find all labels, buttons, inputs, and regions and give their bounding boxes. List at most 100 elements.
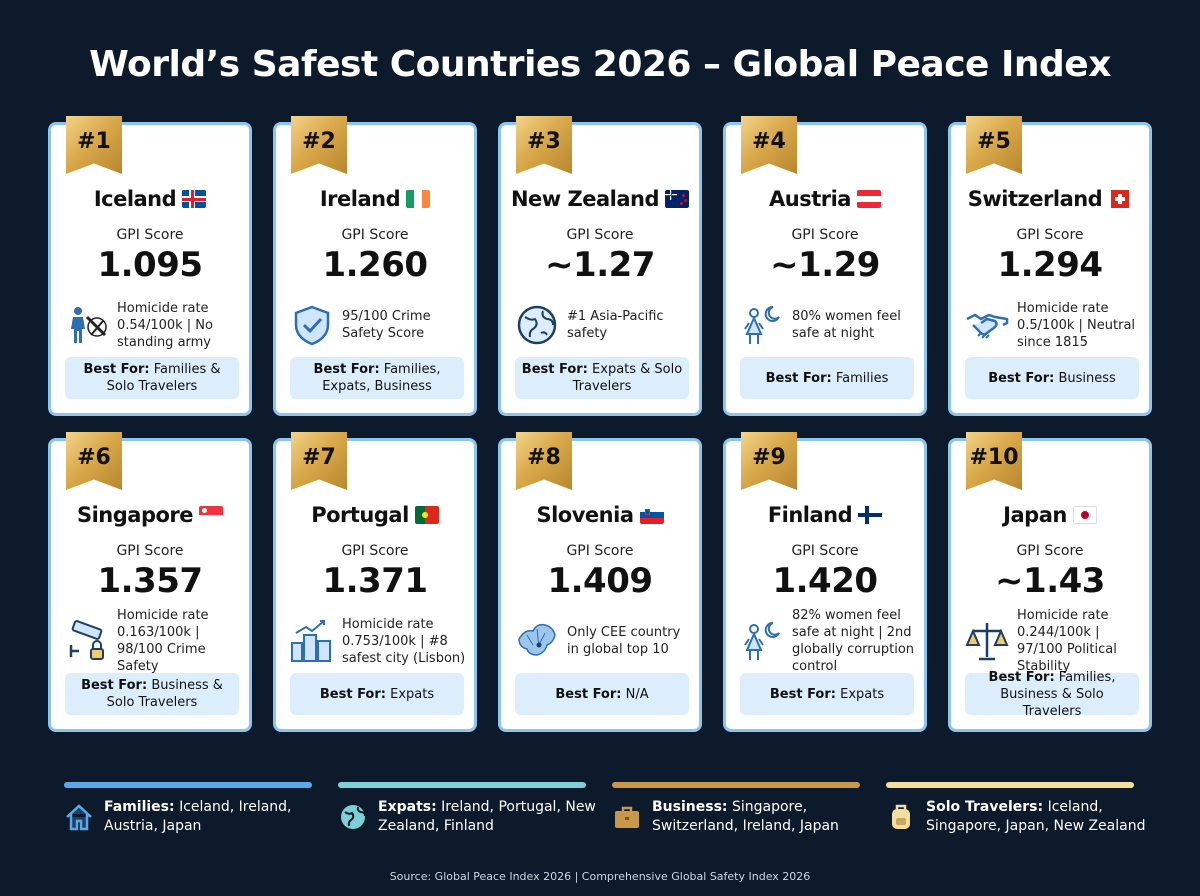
iceland-flag-icon <box>182 190 207 208</box>
gpi-score-label: GPI Score <box>791 227 859 243</box>
best-for-value: Families, Business & Solo Travelers <box>1000 669 1116 719</box>
legend-text: Expats: Ireland, Portugal, New Zealand, … <box>378 798 608 836</box>
city-growth-icon <box>290 619 334 663</box>
portugal-flag-icon <box>414 506 439 524</box>
legend-item: Business: Singapore, Switzerland, Irelan… <box>612 798 882 836</box>
soldier-no-weapon-icon <box>65 303 109 347</box>
country-label: Portugal <box>311 503 409 527</box>
gpi-score-label: GPI Score <box>116 543 184 559</box>
country-label: Singapore <box>76 503 194 527</box>
japan-flag-icon <box>1072 506 1097 524</box>
safety-detail-text: #1 Asia-Pacific safety <box>567 309 664 341</box>
rank-badge: #10 <box>966 432 1022 490</box>
singapore-flag-icon <box>199 506 224 524</box>
country-card: #10 Japan GPI Score ~1.43 Homicide rate … <box>948 432 1152 732</box>
safety-detail-text: 95/100 Crime Safety Score <box>342 309 431 341</box>
best-for-box: Best For: Business <box>965 357 1139 399</box>
best-for-value: Business & Solo Travelers <box>106 678 223 710</box>
gpi-score-value: ~1.27 <box>545 245 655 285</box>
best-for-prefix: Best For: <box>83 362 150 377</box>
country-card: #8 Slovenia GPI Score 1.409 Only CEE cou… <box>498 432 702 732</box>
country-name: Ireland <box>276 187 474 211</box>
best-for-box: Best For: Families, Business & Solo Trav… <box>965 670 1139 719</box>
safety-detail-text: Homicide rate 0.54/100k | No standing ar… <box>117 300 213 350</box>
country-card: #2 Ireland GPI Score 1.260 95/100 Crime … <box>273 116 477 416</box>
safety-detail: Homicide rate 0.5/100k | Neutral since 1… <box>965 297 1143 353</box>
safety-detail: #1 Asia-Pacific safety <box>515 297 693 353</box>
best-for-value: N/A <box>625 686 649 702</box>
source-note: Source: Global Peace Index 2026 | Compre… <box>389 870 811 883</box>
best-for-box: Best For: Families <box>740 357 914 399</box>
gpi-score-value: 1.371 <box>322 561 428 601</box>
best-for-value: Business <box>1058 370 1116 386</box>
best-for-value: Families <box>835 370 889 386</box>
globe-icon <box>515 303 559 347</box>
gpi-score-value: 1.260 <box>322 245 428 285</box>
page-title: World’s Safest Countries 2026 – Global P… <box>89 44 1111 85</box>
finland-flag-icon <box>858 506 883 524</box>
scales-icon <box>965 619 1009 663</box>
switzerland-flag-icon <box>1108 190 1132 208</box>
rank-badge: #4 <box>741 116 797 174</box>
house-icon <box>64 802 94 832</box>
best-for-value: Families, Expats, Business <box>322 362 441 394</box>
country-name: Finland <box>726 503 924 527</box>
country-label: Iceland <box>93 187 177 211</box>
cctv-lock-icon <box>65 619 109 663</box>
gpi-score-label: GPI Score <box>341 543 409 559</box>
gpi-score-value: 1.409 <box>547 561 653 601</box>
austria-flag-icon <box>856 190 881 208</box>
best-for-value: Expats <box>390 686 435 702</box>
legend-item: Solo Travelers: Iceland, Singapore, Japa… <box>886 798 1156 836</box>
best-for-prefix: Best For: <box>313 362 380 377</box>
country-card: #9 Finland GPI Score 1.420 82% women fee… <box>723 432 927 732</box>
legend-text: Families: Iceland, Ireland, Austria, Jap… <box>104 798 334 836</box>
country-name: Singapore <box>51 503 249 527</box>
gpi-score-value: ~1.29 <box>770 245 880 285</box>
gpi-score-label: GPI Score <box>341 227 409 243</box>
gpi-score-label: GPI Score <box>1016 543 1084 559</box>
legend-color-bar <box>64 782 312 788</box>
ireland-flag-icon <box>406 190 431 208</box>
europe-map-icon <box>515 619 559 663</box>
country-card: #7 Portugal GPI Score 1.371 Homicide rat… <box>273 432 477 732</box>
gpi-score-label: GPI Score <box>566 543 634 559</box>
slovenia-flag-icon <box>639 506 664 524</box>
safety-detail: Homicide rate 0.753/100k | #8 safest cit… <box>290 613 468 669</box>
gpi-score-label: GPI Score <box>566 227 634 243</box>
country-card: #5 Switzerland GPI Score 1.294 Homicide … <box>948 116 1152 416</box>
best-for-box: Best For: Business & Solo Travelers <box>65 673 239 715</box>
gpi-score-label: GPI Score <box>116 227 184 243</box>
legend-countries: Iceland, Singapore, Japan, New Zealand <box>926 799 1146 834</box>
briefcase-icon <box>612 802 642 832</box>
country-name: Iceland <box>51 187 249 211</box>
country-name: Switzerland <box>951 187 1149 211</box>
safety-detail-text: 80% women feel safe at night <box>792 309 901 341</box>
best-for-box: Best For: Families, Expats, Business <box>290 357 464 399</box>
legend-label: Business: <box>652 799 728 815</box>
best-for-value: Families & Solo Travelers <box>106 362 221 394</box>
legend-color-bar <box>886 782 1134 788</box>
country-name: Japan <box>951 503 1149 527</box>
country-name: Slovenia <box>501 503 699 527</box>
rank-badge: #3 <box>516 116 572 174</box>
globe-icon <box>338 802 368 832</box>
safety-detail-text: 82% women feel safe at night | 2nd globa… <box>792 608 915 674</box>
safety-detail-text: Only CEE country in global top 10 <box>567 625 681 657</box>
woman-moon-icon <box>740 303 784 347</box>
safety-detail: Only CEE country in global top 10 <box>515 613 693 669</box>
legend-color-bar <box>612 782 860 788</box>
gpi-score-label: GPI Score <box>791 543 859 559</box>
handshake-icon <box>965 303 1009 347</box>
safety-detail: Homicide rate 0.54/100k | No standing ar… <box>65 297 243 353</box>
legend-item: Expats: Ireland, Portugal, New Zealand, … <box>338 798 608 836</box>
legend-countries: Singapore, Switzerland, Ireland, Japan <box>652 799 839 834</box>
best-for-prefix: Best For: <box>521 362 588 377</box>
legend-color-bar <box>338 782 586 788</box>
country-name: New Zealand <box>501 187 699 211</box>
country-card: #4 Austria GPI Score ~1.29 80% women fee… <box>723 116 927 416</box>
best-for-prefix: Best For: <box>555 686 622 702</box>
gpi-score-value: 1.357 <box>97 561 203 601</box>
legend-label: Expats: <box>378 799 437 815</box>
rank-badge: #6 <box>66 432 122 490</box>
